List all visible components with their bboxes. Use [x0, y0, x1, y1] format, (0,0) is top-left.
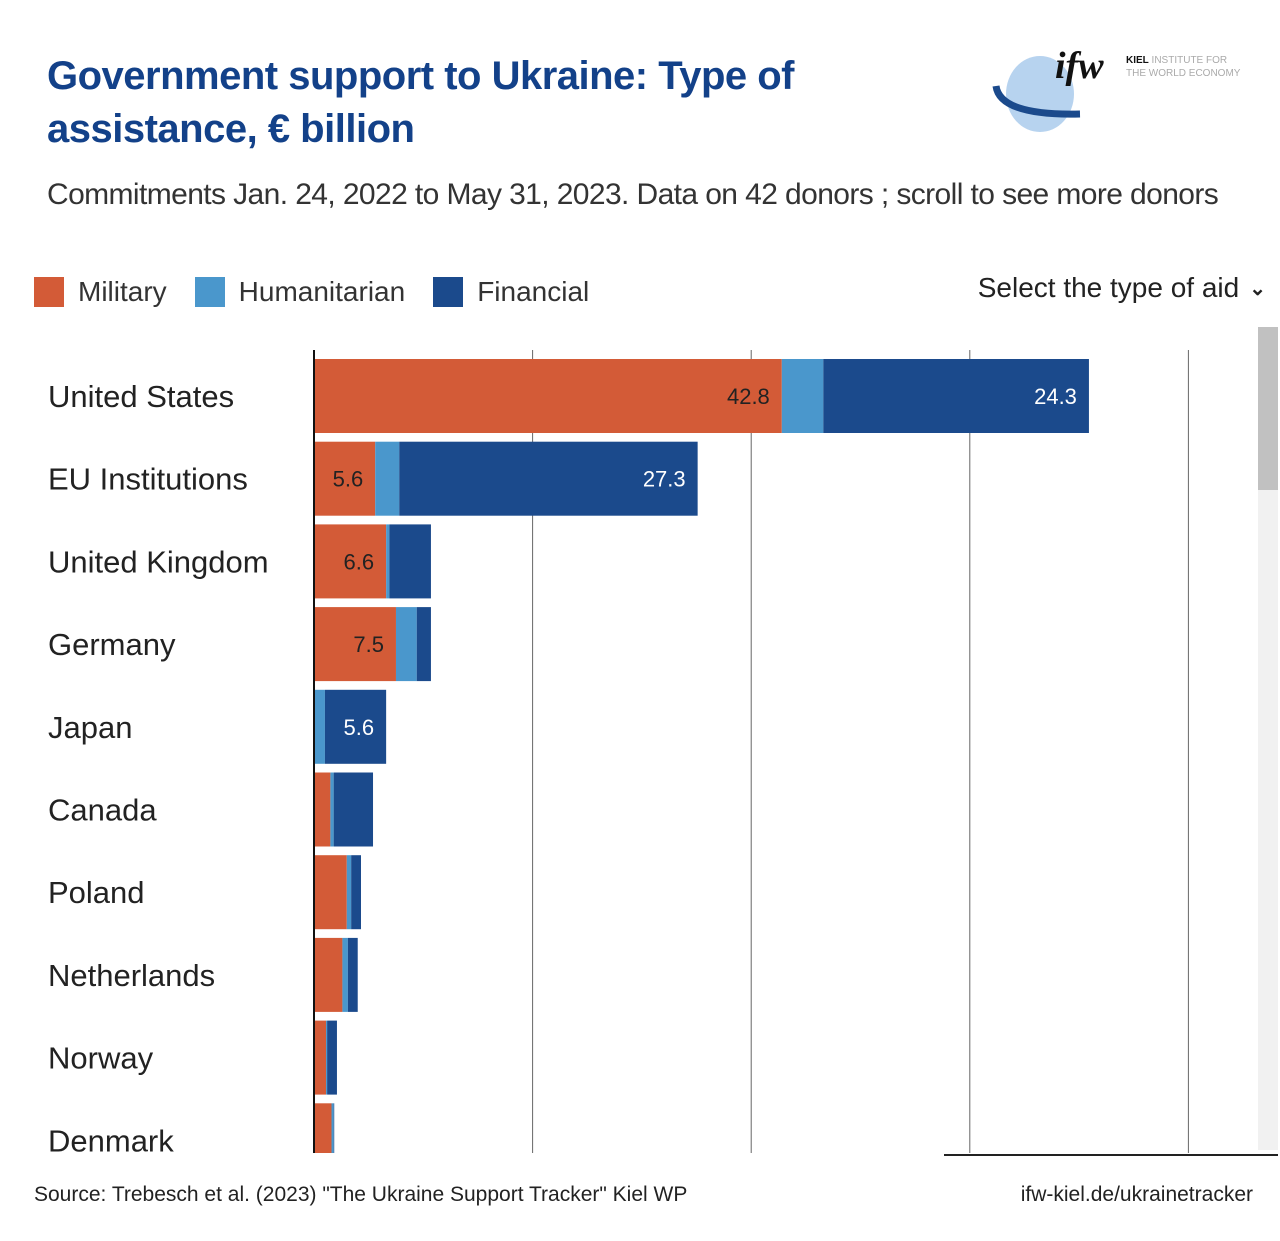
svg-text:KIEL INSTITUTE FOR: KIEL INSTITUTE FOR	[1126, 55, 1227, 66]
bar-military[interactable]	[314, 1103, 332, 1155]
data-label: 42.8	[727, 384, 770, 409]
bar-financial[interactable]	[333, 1103, 335, 1155]
bar-financial[interactable]	[347, 937, 358, 1012]
legend-swatch	[34, 277, 64, 307]
bar-financial[interactable]	[823, 359, 1089, 433]
scrollbar-thumb[interactable]	[1258, 327, 1278, 490]
bar-financial[interactable]	[351, 855, 361, 930]
bar-military[interactable]	[314, 855, 347, 930]
bar-military[interactable]	[314, 772, 331, 847]
legend-label: Financial	[477, 276, 590, 307]
legend-label: Humanitarian	[238, 276, 406, 307]
bar-humanitarian[interactable]	[314, 689, 325, 764]
category-label: EU Institutions	[48, 462, 248, 497]
ifw-logo: ifw KIEL INSTITUTE FOR THE WORLD ECONOMY	[992, 45, 1241, 132]
legend-swatch	[194, 277, 225, 307]
legend-label: Military	[78, 276, 167, 307]
category-label: Canada	[48, 793, 157, 828]
chart-title: Government support to Ukraine: Type of a…	[47, 54, 795, 151]
legend-item-financial[interactable]: Financial	[433, 276, 589, 308]
bar-humanitarian[interactable]	[346, 855, 352, 930]
data-label: 24.3	[1034, 384, 1077, 409]
bar-humanitarian[interactable]	[386, 524, 390, 599]
bar-humanitarian[interactable]	[331, 1103, 334, 1155]
bar-military[interactable]	[314, 937, 343, 1012]
data-label: 27.3	[643, 467, 686, 492]
category-label: Netherlands	[48, 958, 215, 993]
bar-humanitarian[interactable]	[375, 441, 400, 516]
data-label: 7.5	[353, 632, 384, 657]
category-label: United States	[48, 379, 234, 414]
category-label: United Kingdom	[48, 544, 269, 579]
bar-military[interactable]	[314, 1020, 327, 1095]
legend-item-military[interactable]: Military	[34, 276, 167, 308]
data-label: 5.6	[333, 467, 364, 492]
bar-financial[interactable]	[333, 772, 374, 847]
svg-text:ifw: ifw	[1055, 45, 1104, 87]
chart-scrollbar[interactable]	[1258, 327, 1278, 1150]
bar-military[interactable]	[314, 441, 376, 516]
bar-humanitarian[interactable]	[330, 772, 334, 847]
legend-item-humanitarian[interactable]: Humanitarian	[194, 276, 406, 308]
select-label: Select the type of aid	[977, 272, 1240, 303]
category-label: Norway	[48, 1041, 154, 1076]
bar-chart: United States 42.8 24.3 EU Institutions 5.6 2…	[48, 350, 1189, 1155]
chevron-down-icon: ⌄	[1249, 277, 1266, 300]
bar-financial[interactable]	[324, 689, 387, 764]
source-note: Source: Trebesch et al. (2023) "The Ukra…	[34, 1183, 688, 1206]
bar-military[interactable]	[314, 607, 396, 682]
bar-humanitarian[interactable]	[326, 1020, 328, 1095]
data-label: 6.6	[344, 549, 375, 574]
bar-financial[interactable]	[416, 607, 431, 682]
category-label: Japan	[48, 710, 132, 745]
tracker-link[interactable]: ifw-kiel.de/ukrainetracker	[1020, 1183, 1253, 1206]
bar-military[interactable]	[314, 524, 387, 599]
data-label: 5.6	[344, 715, 375, 740]
bar-humanitarian[interactable]	[395, 607, 417, 682]
bar-financial[interactable]	[399, 441, 698, 516]
bar-humanitarian[interactable]	[781, 359, 824, 433]
bar-humanitarian[interactable]	[342, 937, 348, 1012]
divider	[944, 1154, 1278, 1156]
chart-subtitle: Commitments Jan. 24, 2022 to May 31, 202…	[47, 178, 1219, 211]
aid-type-select[interactable]: Select the type of aid ⌄	[978, 272, 1266, 304]
svg-text:THE WORLD ECONOMY: THE WORLD ECONOMY	[1126, 68, 1241, 79]
bar-financial[interactable]	[327, 1020, 337, 1095]
category-label: Germany	[48, 627, 176, 662]
bar-financial[interactable]	[389, 524, 431, 599]
legend-swatch	[433, 277, 464, 307]
bar-military[interactable]	[314, 359, 782, 433]
category-label: Poland	[48, 875, 145, 910]
category-label: Denmark	[48, 1123, 174, 1155]
legend: Military Humanitarian Financial	[34, 276, 617, 308]
